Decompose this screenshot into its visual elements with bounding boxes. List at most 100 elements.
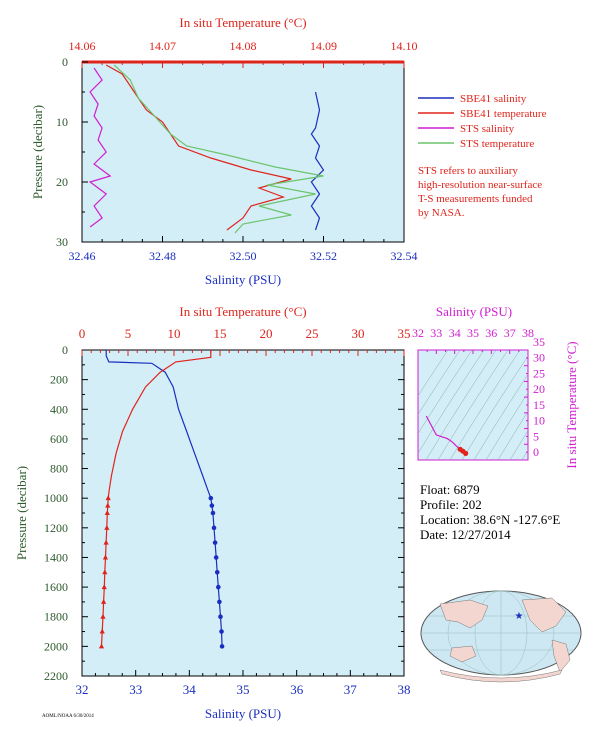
top-y-tick: 0 — [62, 55, 68, 69]
main-y-tick: 1000 — [44, 491, 68, 505]
main-x2-tick: 10 — [168, 326, 181, 341]
data-point-salinity — [210, 510, 216, 516]
main-y-tick: 1800 — [44, 610, 68, 624]
series-line-temperature — [100, 350, 212, 647]
ts-x-label: Salinity (PSU) — [436, 304, 512, 319]
note-line: STS refers to auxiliary — [418, 165, 518, 177]
ts-density-contours — [418, 350, 528, 460]
main-y-tick: 400 — [50, 402, 68, 416]
world-map: ★ — [420, 590, 582, 683]
top-x-tick: 32.52 — [310, 249, 337, 263]
data-point-salinity — [211, 525, 217, 531]
main-x2-tick: 5 — [125, 326, 132, 341]
main-x-tick: 36 — [290, 682, 304, 697]
data-point-salinity — [219, 644, 225, 649]
ts-x-tick: 34 — [449, 326, 461, 340]
main-x-tick: 37 — [344, 682, 358, 697]
ts-y-ticklabels: 0 5 10 15 20 25 30 35 — [533, 335, 545, 459]
main-x2-tick: 25 — [306, 326, 319, 341]
top-x-tick: 32.54 — [391, 249, 418, 263]
data-point-salinity — [216, 584, 221, 590]
map-land-australia — [449, 645, 477, 663]
main-x2-tick: 0 — [79, 326, 86, 341]
main-y-tick: 800 — [50, 462, 68, 476]
main-y-tick: 2200 — [44, 669, 68, 683]
ts-x-tick: 33 — [430, 326, 442, 340]
data-point-temperature — [99, 628, 105, 634]
legend-label: SBE41 salinity — [460, 93, 527, 105]
main-x2-tick: 35 — [398, 326, 411, 341]
ts-x-tick: 37 — [504, 326, 516, 340]
main-y-label: Pressure (decibar) — [14, 466, 29, 560]
note-line: by NASA. — [418, 207, 465, 219]
location: Location: 38.6°N -127.6°E — [420, 512, 560, 527]
data-point-temperature — [104, 524, 110, 530]
note-line: high-resolution near-surface — [418, 179, 542, 191]
float-info: Float: 6879 Profile: 202 Location: 38.6°… — [420, 482, 560, 542]
density-contour — [418, 350, 461, 416]
main-x2-tick: 15 — [214, 326, 227, 341]
top-x2-tick: 14.07 — [149, 39, 176, 53]
series-line-sbe41-salinity — [310, 91, 325, 231]
main-plot-area — [81, 349, 405, 677]
main-y-tick: 2000 — [44, 639, 68, 653]
data-point-salinity — [213, 555, 219, 560]
data-point-temperature — [101, 584, 107, 590]
ts-chart: Salinity (PSU) 32 33 34 35 36 37 38 0 5 … — [412, 304, 579, 469]
main-y-tick: 1200 — [44, 521, 68, 535]
density-contour — [425, 350, 497, 460]
data-point-temperature — [102, 554, 109, 560]
ts-x-ticklabels: 32 33 34 35 36 37 38 — [412, 326, 534, 340]
sts-note: STS refers to auxiliary high-resolution … — [418, 165, 542, 219]
main-chart: In situ Temperature (°C) 0 5 10 15 20 25… — [14, 304, 411, 721]
main-x-tick: 35 — [237, 682, 250, 697]
main-y-tick: 1400 — [44, 551, 68, 565]
ts-y-tick: 30 — [533, 351, 545, 365]
legend-label: SBE41 temperature — [460, 108, 547, 120]
top-tick-marks — [81, 61, 405, 243]
float-id: Float: 6879 — [420, 482, 480, 497]
map-graticule — [421, 590, 581, 676]
main-series-group — [98, 350, 225, 649]
ts-tick-marks — [417, 349, 529, 461]
main-x-tick: 32 — [76, 682, 89, 697]
ts-x-tick: 36 — [485, 326, 497, 340]
top-y-tick: 30 — [56, 235, 68, 249]
top-y-tick: 20 — [56, 175, 68, 189]
top-x2-tick: 14.08 — [230, 39, 257, 53]
main-y-tick: 600 — [50, 432, 68, 446]
main-y-ticklabels: 0 200 400 600 800 1000 1200 1400 1600 18… — [44, 343, 68, 683]
data-point-salinity — [214, 569, 220, 575]
float-location-marker: ★ — [515, 611, 524, 622]
main-y-tick: 0 — [62, 343, 68, 357]
top-chart: In situ Temperature (°C) 14.06 14.07 14.… — [30, 15, 418, 287]
data-point-salinity — [218, 614, 223, 620]
top-y-label: Pressure (decibar) — [30, 105, 45, 199]
main-x2-label: In situ Temperature (°C) — [179, 304, 306, 319]
density-contour — [497, 410, 528, 460]
ts-y-label: In situ Temperature (°C) — [564, 341, 579, 468]
density-contour — [418, 350, 449, 397]
data-point-salinity — [212, 540, 218, 545]
main-x-tick: 38 — [398, 682, 411, 697]
footer-credit: AOML/NOAA 6/30/2014 — [42, 714, 94, 719]
date: Date: 12/27/2014 — [420, 527, 511, 542]
main-x-label: Salinity (PSU) — [205, 706, 281, 721]
ts-x-tick: 35 — [467, 326, 479, 340]
density-contour — [485, 392, 528, 460]
top-x-tick: 32.48 — [149, 249, 176, 263]
map-land-asia — [439, 599, 489, 629]
ts-y-tick: 35 — [533, 335, 545, 349]
data-point-temperature — [105, 502, 111, 508]
main-x-tick: 33 — [129, 682, 142, 697]
top-legend: SBE41 salinity SBE41 temperature STS sal… — [418, 93, 547, 150]
data-point-temperature — [100, 613, 106, 619]
series-line-sbe41-temperature — [105, 64, 292, 231]
ts-y-tick: 25 — [533, 366, 545, 380]
data-point-salinity — [217, 599, 222, 605]
density-contour — [418, 350, 485, 454]
series-line-sts-salinity — [88, 67, 112, 228]
top-x2-tick: 14.10 — [391, 39, 418, 53]
data-point-salinity — [209, 503, 215, 508]
